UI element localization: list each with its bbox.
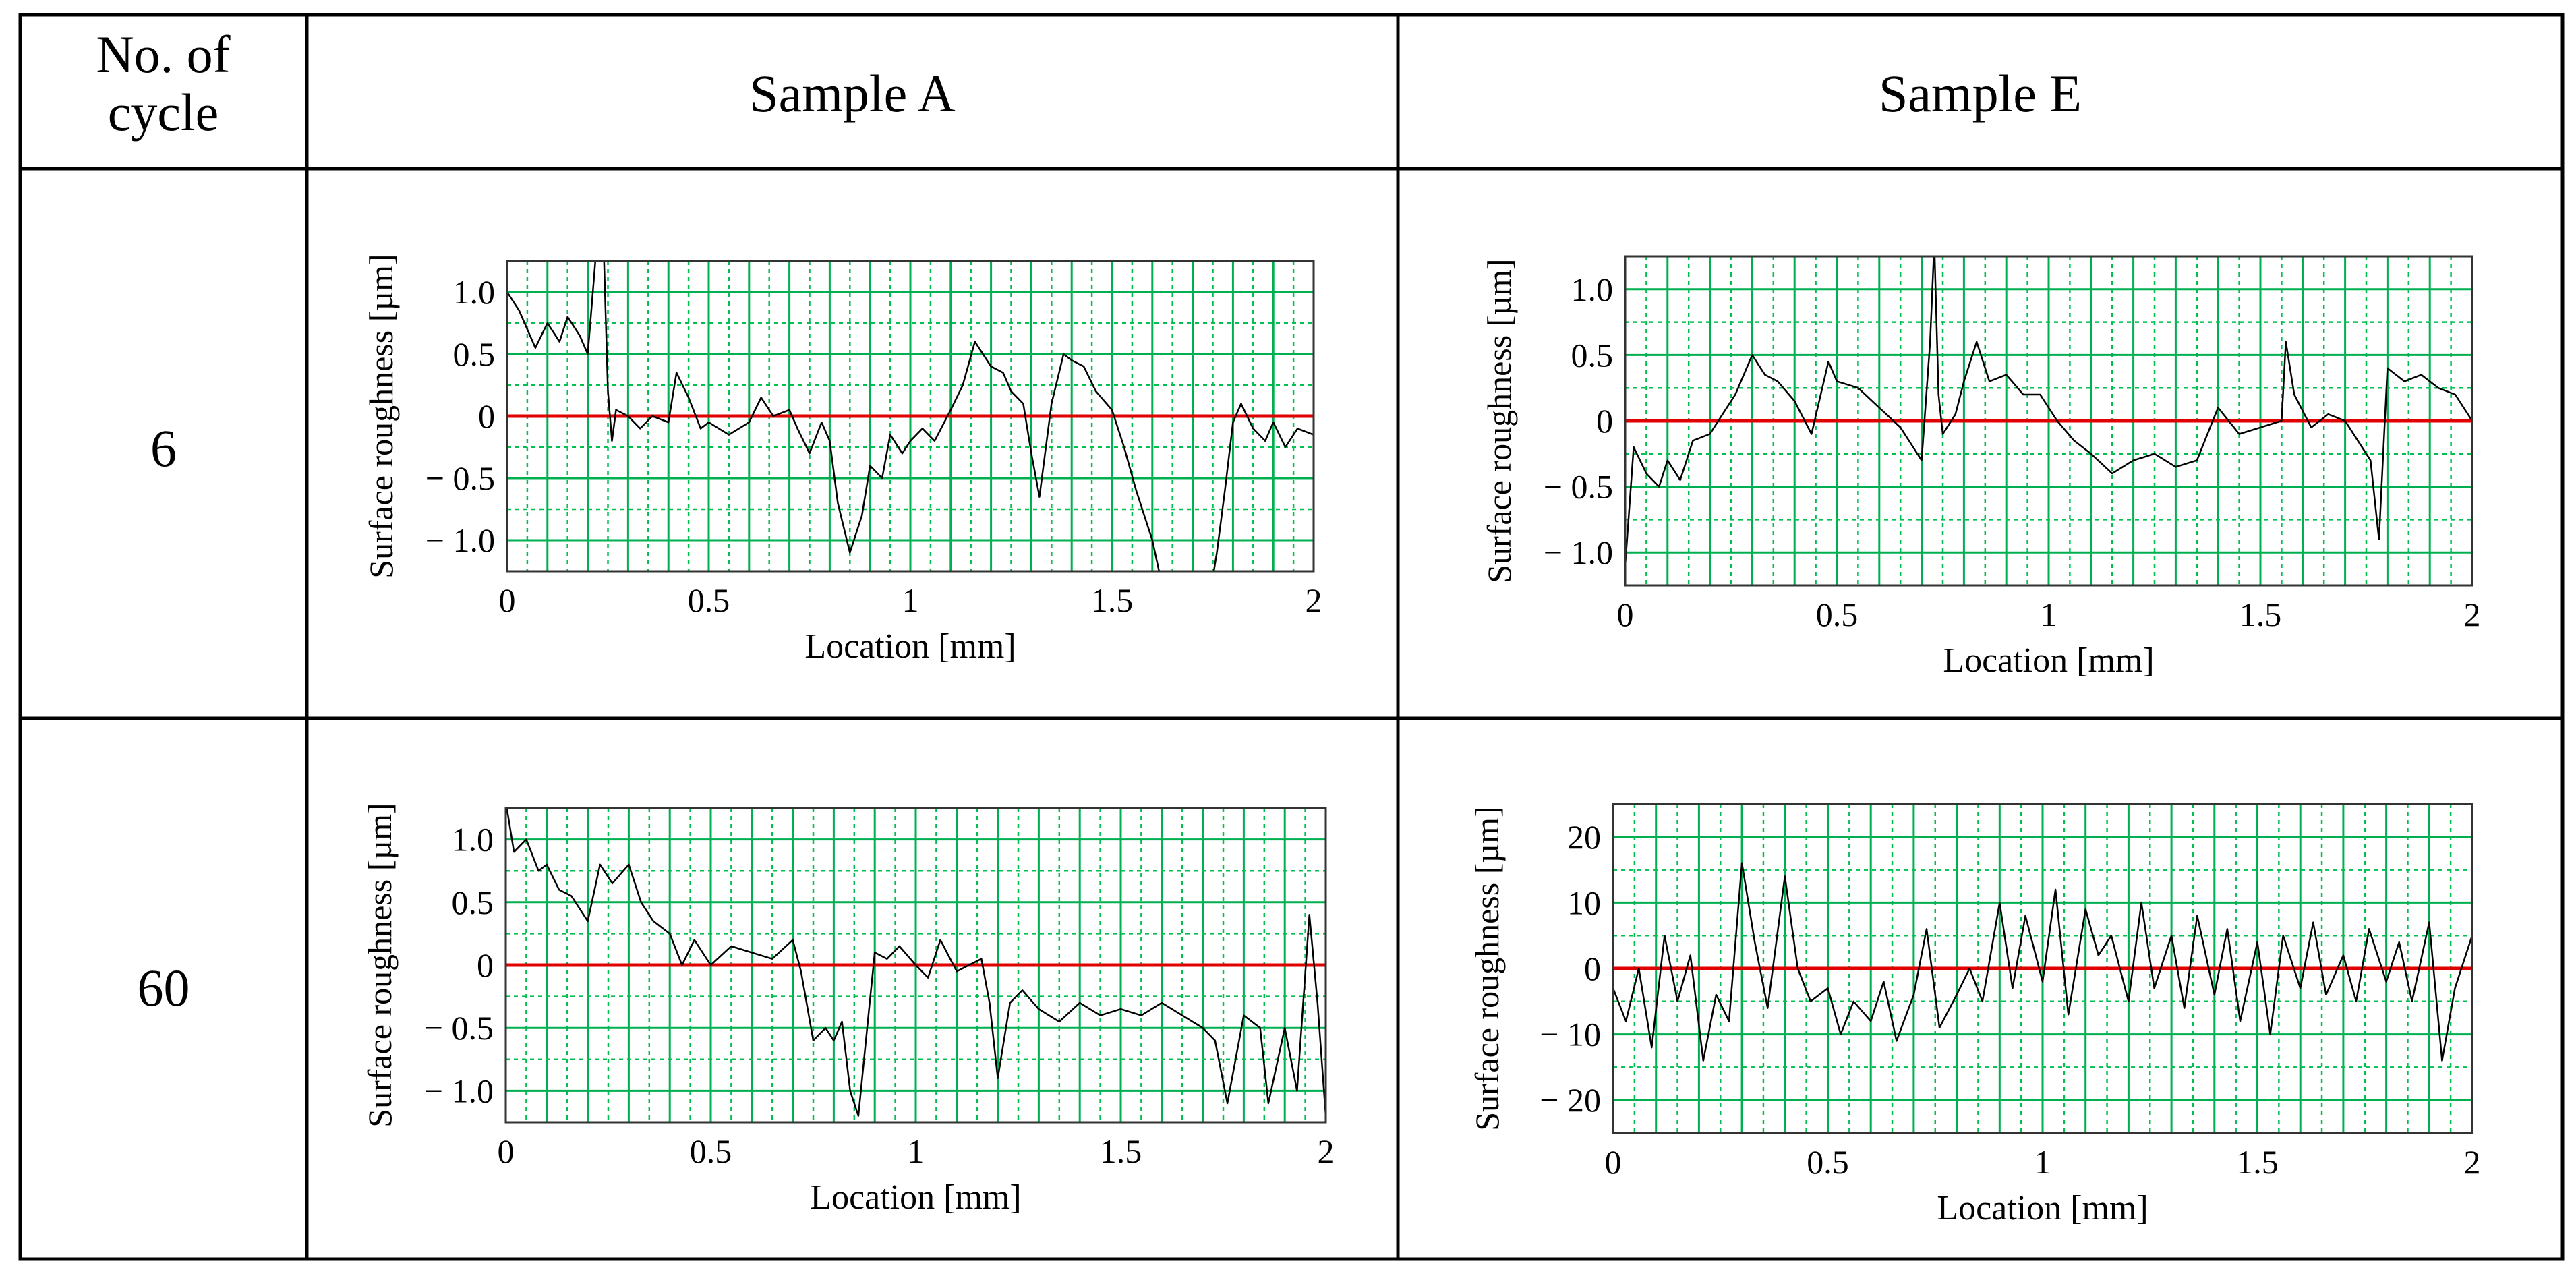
y-tick-label: 1.0 — [1571, 270, 1614, 308]
y-axis-label: Surface roughness [µm] — [1480, 258, 1518, 583]
y-tick-label: 0 — [1584, 950, 1601, 987]
y-tick-label: 10 — [1567, 883, 1601, 921]
x-tick-label: 2 — [1306, 581, 1322, 619]
x-tick-label: 2 — [2464, 596, 2481, 633]
y-tick-label: 0.5 — [1571, 336, 1614, 374]
header-cycle: No. of cycle — [96, 25, 231, 142]
y-tick-label: 20 — [1567, 818, 1601, 856]
y-tick-label: 0 — [477, 946, 494, 984]
profile-trace — [506, 808, 1326, 1117]
y-tick-label: − 1.0 — [424, 1072, 494, 1109]
y-axis-label: Surface roughness [µm] — [361, 803, 399, 1127]
x-tick-label: 1.5 — [1091, 581, 1134, 619]
x-tick-label: 0.5 — [688, 581, 730, 619]
y-tick-label: − 1.0 — [1544, 533, 1613, 571]
y-tick-label: 1.0 — [453, 273, 496, 311]
header-sample-e: Sample E — [1878, 64, 2082, 123]
y-tick-label: 0.5 — [453, 335, 496, 373]
plot-frame — [506, 260, 1315, 573]
x-tick-label: 0 — [498, 1132, 515, 1170]
profile-trace — [1625, 256, 2472, 566]
plot-frame — [1624, 255, 2473, 587]
plot-frame — [1612, 803, 2473, 1134]
y-tick-label: − 20 — [1540, 1081, 1601, 1119]
x-axis-label: Location [mm] — [1943, 641, 2154, 680]
x-tick-label: 1 — [908, 1132, 925, 1170]
x-tick-label: 0.5 — [1816, 596, 1858, 633]
y-tick-label: 0.5 — [452, 883, 494, 921]
y-axis-label: Surface roughness [µm] — [362, 254, 400, 578]
x-tick-label: 0.5 — [690, 1132, 732, 1170]
profile-trace — [507, 261, 1314, 571]
row-label-6: 6 — [150, 419, 177, 477]
x-tick-label: 2 — [2464, 1143, 2481, 1181]
y-tick-label: − 10 — [1540, 1016, 1601, 1053]
plot-frame — [504, 807, 1327, 1124]
x-tick-label: 1 — [2041, 596, 2057, 633]
profile-trace — [1613, 862, 2472, 1062]
y-tick-label: − 0.5 — [1544, 468, 1613, 506]
y-tick-label: 0 — [478, 397, 495, 435]
y-tick-label: − 1.0 — [426, 521, 495, 559]
x-tick-label: 1.5 — [2236, 1143, 2279, 1181]
y-tick-label: 0 — [1596, 402, 1613, 440]
x-tick-label: 1 — [2035, 1143, 2051, 1181]
row-label-60: 60 — [137, 958, 190, 1017]
header-sample-a: Sample A — [749, 64, 956, 123]
x-tick-label: 0 — [499, 581, 516, 619]
x-tick-label: 2 — [1318, 1132, 1335, 1170]
x-axis-label: Location [mm] — [1937, 1189, 2148, 1227]
x-axis-label: Location [mm] — [804, 627, 1016, 666]
x-axis-label: Location [mm] — [810, 1178, 1021, 1217]
y-tick-label: − 0.5 — [424, 1009, 494, 1047]
x-tick-label: 0 — [1617, 596, 1634, 633]
table-border — [18, 13, 2565, 1261]
x-tick-label: 1.5 — [2240, 596, 2282, 633]
x-tick-label: 0.5 — [1807, 1143, 1849, 1181]
x-tick-label: 1 — [902, 581, 919, 619]
x-tick-label: 1.5 — [1100, 1132, 1142, 1170]
y-axis-label: Surface roughness [µm] — [1468, 806, 1506, 1130]
x-tick-label: 0 — [1605, 1143, 1622, 1181]
y-tick-label: 1.0 — [452, 821, 494, 859]
y-tick-label: − 0.5 — [426, 459, 495, 497]
